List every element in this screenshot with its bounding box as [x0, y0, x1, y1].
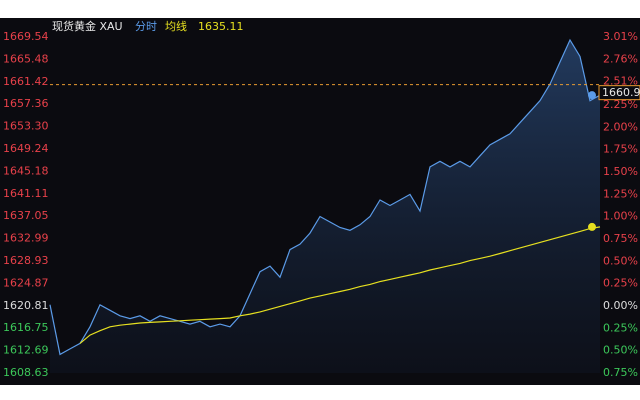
legend-label: 分时: [135, 20, 157, 33]
y2-tick-label: 0.75%: [603, 366, 638, 379]
y2-tick-label: 1.25%: [603, 187, 638, 200]
y2-tick-label: 0.00%: [603, 299, 638, 312]
y2-tick-label: 0.50%: [603, 254, 638, 267]
y-tick-label: 1624.87: [3, 276, 49, 289]
y-tick-label: 1620.81: [3, 299, 49, 312]
y2-tick-label: 1.00%: [603, 210, 638, 223]
average-line: [79, 226, 601, 344]
y-tick-label: 1665.48: [3, 52, 49, 65]
chart-title: 现货黄金 XAU: [52, 19, 123, 33]
legend-value: 1635.11: [198, 20, 244, 33]
y-tick-label: 1645.18: [3, 164, 49, 177]
y-tick-label: 1649.24: [3, 142, 49, 155]
y2-tick-label: 0.75%: [603, 232, 638, 245]
y-tick-label: 1632.99: [3, 232, 49, 245]
y2-tick-label: 0.25%: [603, 277, 638, 290]
y2-tick-label: 1.75%: [603, 143, 638, 156]
y-tick-label: 1612.69: [3, 344, 49, 357]
y2-tick-label: 2.00%: [603, 120, 638, 133]
y-tick-label: 1661.42: [3, 75, 49, 88]
y-tick-label: 1653.30: [3, 120, 49, 133]
y2-tick-label: 1.50%: [603, 165, 638, 178]
y-tick-label: 1608.63: [3, 366, 49, 379]
current-price-tag: [598, 85, 640, 101]
y-tick-label: 1669.54: [3, 30, 49, 43]
price-area: [50, 40, 600, 373]
y-tick-label: 1637.05: [3, 209, 49, 222]
y2-tick-label: 3.01%: [603, 30, 638, 43]
y2-tick-label: 2.76%: [603, 52, 638, 65]
y-tick-label: 1628.93: [3, 254, 49, 267]
y-tick-label: 1657.36: [3, 97, 49, 110]
y2-tick-label: 0.50%: [603, 344, 638, 357]
y2-tick-label: 0.25%: [603, 321, 638, 334]
y2-tick-label: 2.51%: [603, 75, 638, 88]
end-dot: [588, 222, 596, 231]
end-dot: [588, 91, 596, 100]
y-tick-label: 1641.11: [3, 187, 49, 200]
price-line: [49, 38, 601, 356]
current-price-label: 1660.9: [602, 86, 640, 99]
y2-tick-label: 2.25%: [603, 98, 638, 111]
legend-label: 均线: [165, 19, 187, 33]
y-tick-label: 1616.75: [3, 321, 49, 334]
